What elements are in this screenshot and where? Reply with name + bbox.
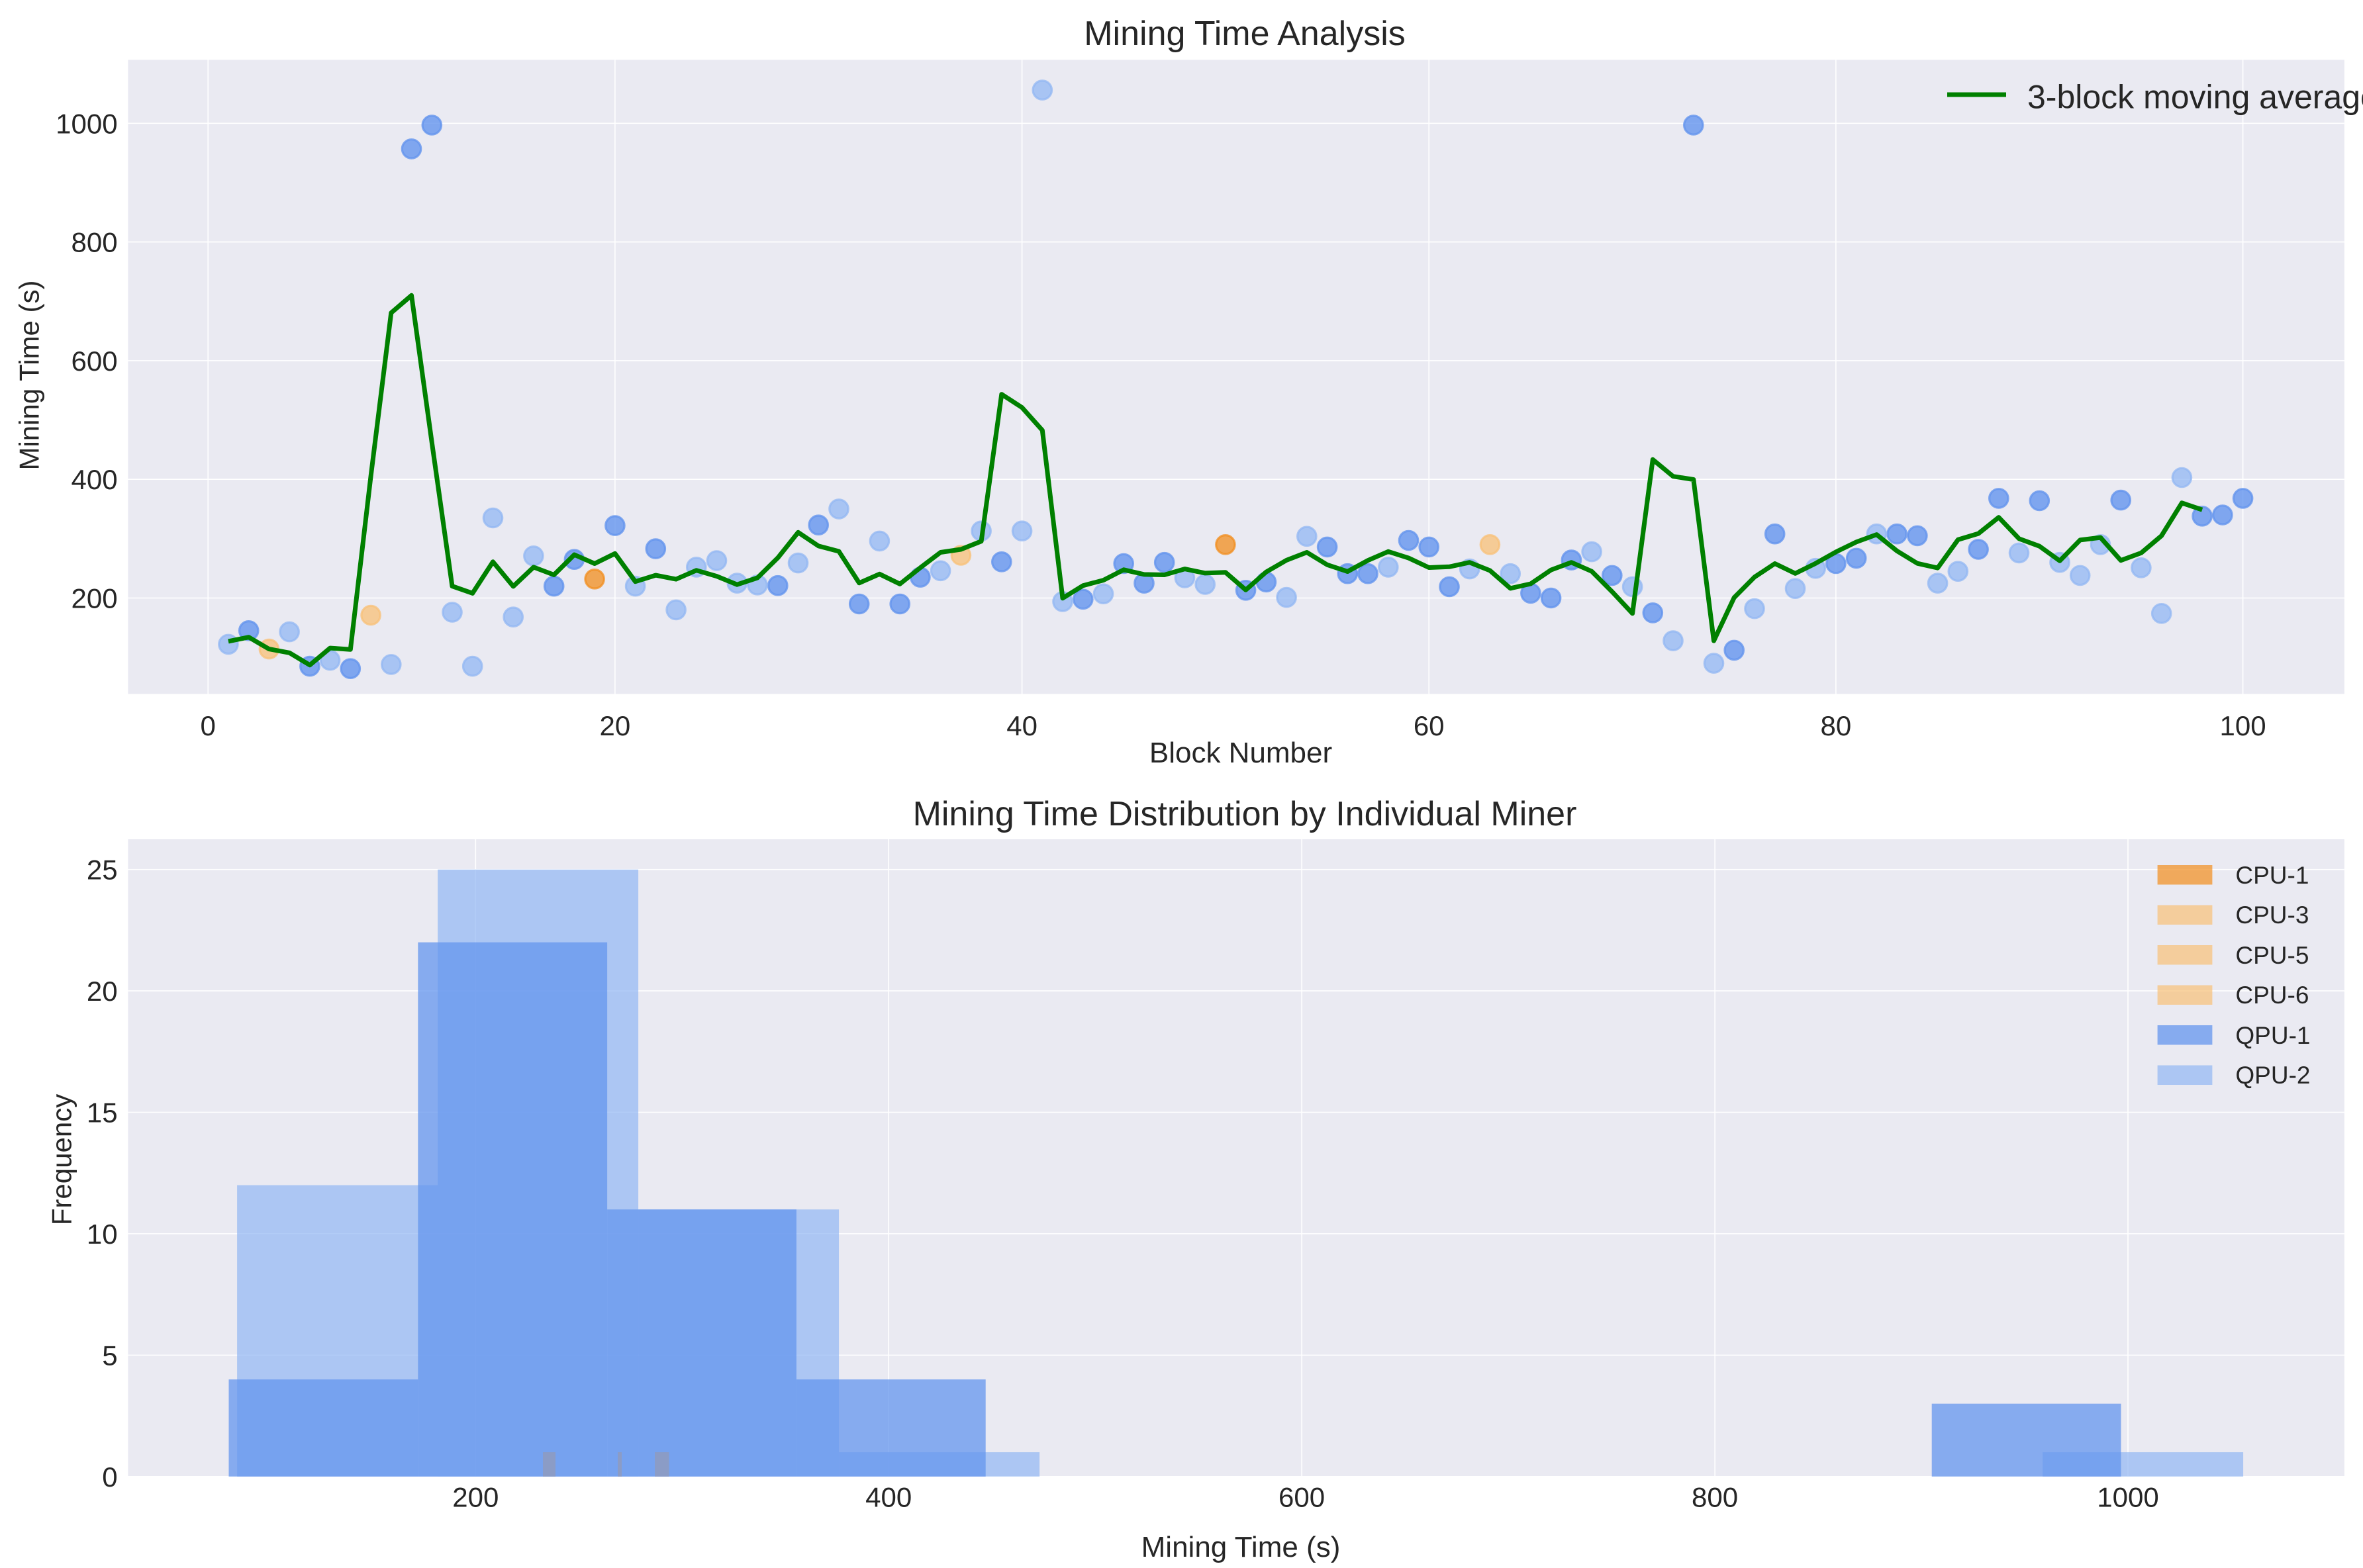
svg-text:800: 800	[72, 227, 118, 258]
svg-text:80: 80	[1821, 710, 1852, 741]
svg-text:10: 10	[87, 1219, 118, 1250]
svg-text:25: 25	[87, 854, 118, 886]
svg-text:1000: 1000	[56, 108, 117, 139]
svg-text:0: 0	[201, 710, 216, 741]
svg-text:600: 600	[1278, 1481, 1325, 1512]
svg-text:CPU-6: CPU-6	[2235, 982, 2309, 1009]
svg-text:40: 40	[1006, 710, 1037, 741]
svg-text:20: 20	[600, 710, 631, 741]
svg-text:3-block moving average: 3-block moving average	[2027, 79, 2363, 116]
svg-text:CPU-3: CPU-3	[2235, 901, 2309, 929]
svg-text:400: 400	[72, 464, 118, 495]
svg-text:200: 200	[72, 583, 118, 614]
svg-text:60: 60	[1414, 710, 1445, 741]
svg-text:5: 5	[102, 1340, 117, 1371]
svg-text:QPU-1: QPU-1	[2235, 1022, 2310, 1049]
svg-text:800: 800	[1692, 1481, 1738, 1512]
svg-text:200: 200	[452, 1481, 499, 1512]
svg-text:QPU-2: QPU-2	[2235, 1062, 2310, 1089]
svg-text:Frequency: Frequency	[46, 1094, 77, 1225]
svg-text:Mining Time (s): Mining Time (s)	[1141, 1531, 1341, 1563]
svg-text:CPU-1: CPU-1	[2235, 862, 2309, 889]
svg-text:Block Number: Block Number	[1149, 737, 1332, 769]
svg-text:600: 600	[72, 346, 118, 377]
svg-text:100: 100	[2220, 710, 2266, 741]
svg-text:15: 15	[87, 1097, 118, 1129]
svg-text:Mining Time Analysis: Mining Time Analysis	[1084, 15, 1406, 53]
svg-text:Mining Time Distribution by In: Mining Time Distribution by Individual M…	[913, 795, 1577, 833]
svg-text:CPU-5: CPU-5	[2235, 942, 2309, 969]
svg-text:1000: 1000	[2097, 1481, 2158, 1512]
svg-text:Mining Time (s): Mining Time (s)	[14, 280, 45, 470]
svg-text:400: 400	[865, 1481, 912, 1512]
svg-text:0: 0	[102, 1461, 117, 1493]
svg-text:20: 20	[87, 976, 118, 1007]
